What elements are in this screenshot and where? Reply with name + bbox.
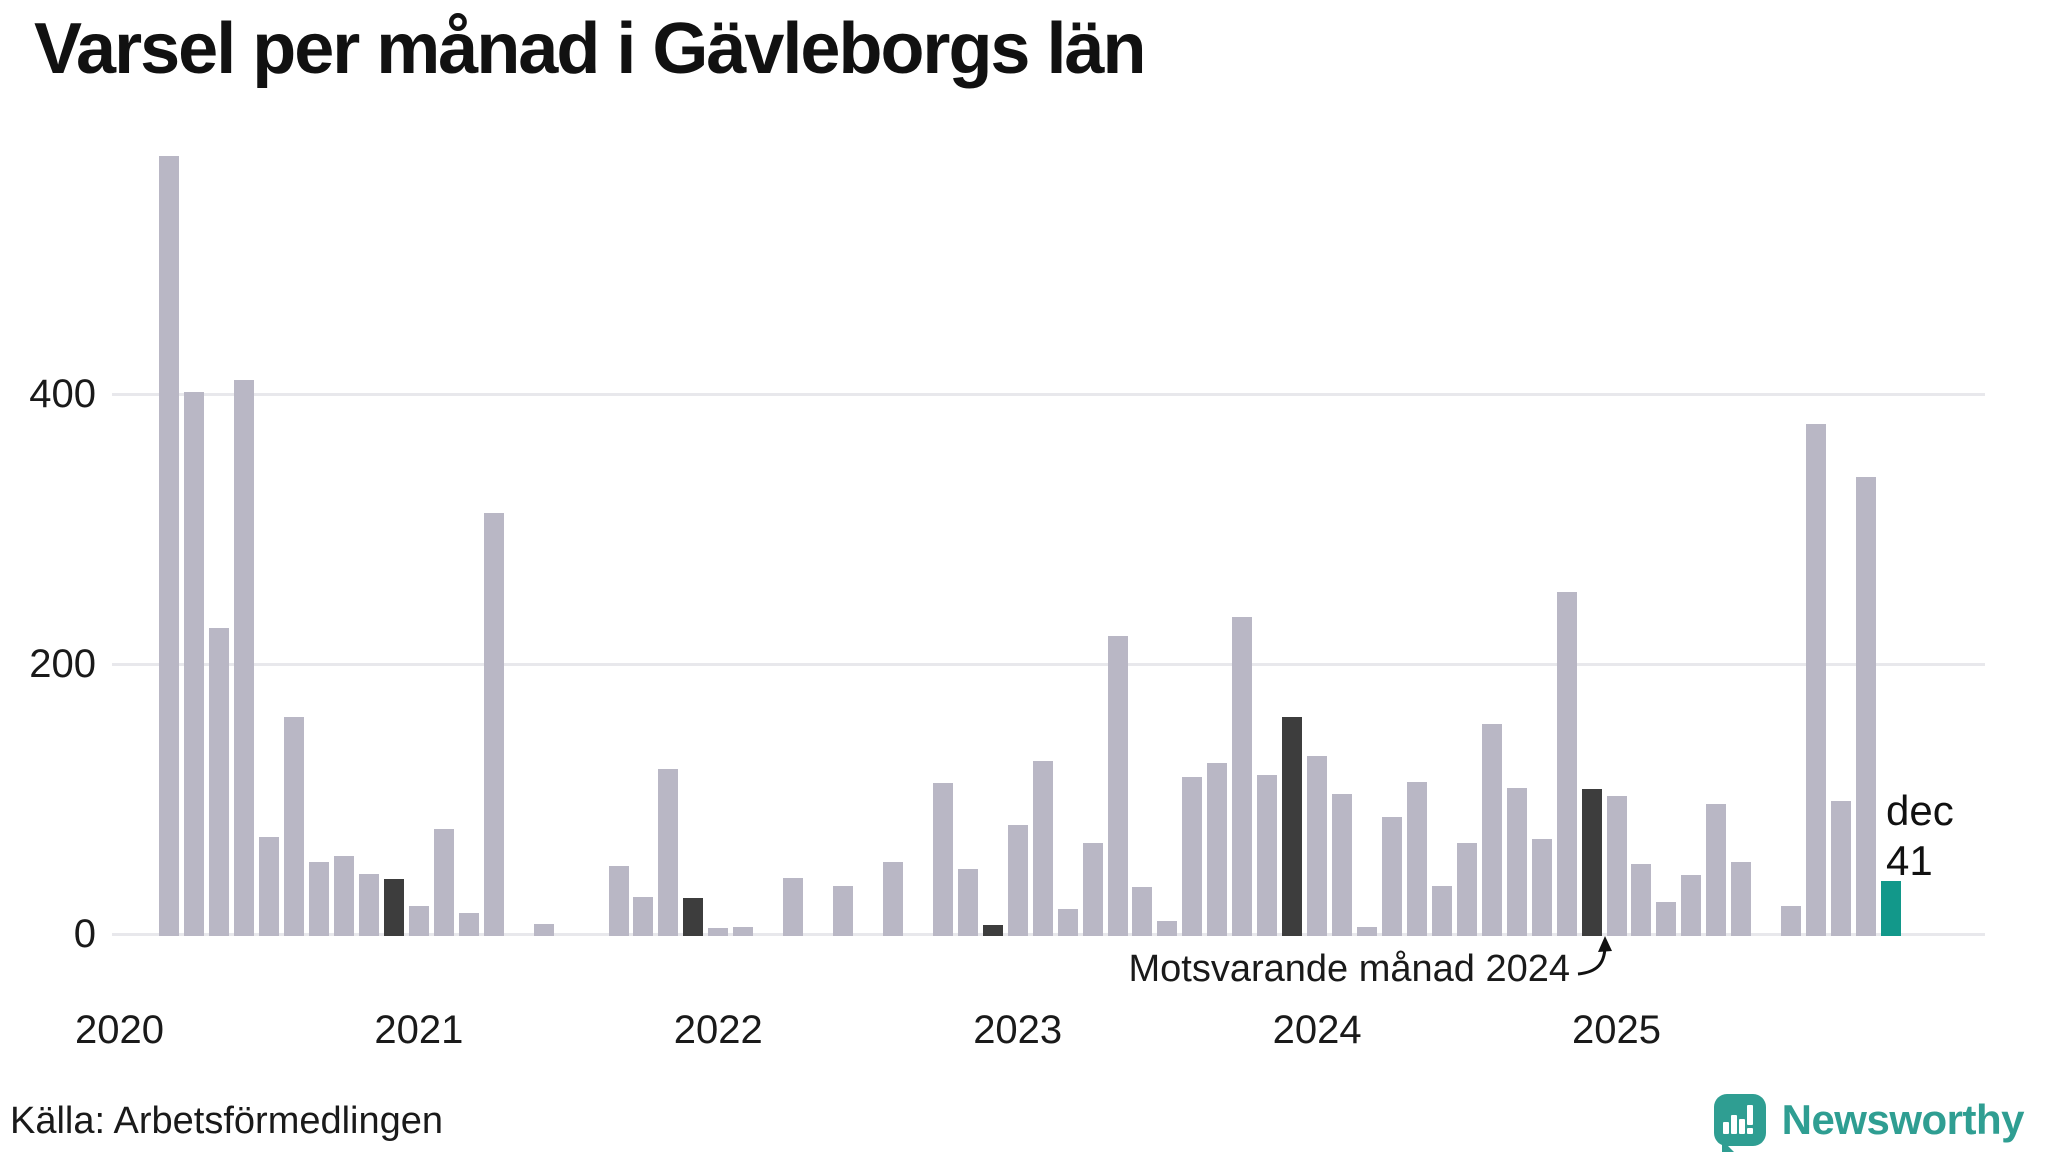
current-month-name: dec [1886, 787, 1954, 834]
bar-2022-08 [882, 861, 903, 936]
mini-exclamation-dot [1746, 1128, 1753, 1134]
bar-2024-03 [1357, 926, 1377, 936]
current-month-value: 41 [1886, 837, 1933, 885]
bar-2024-10 [1531, 838, 1552, 936]
source-label: Källa: Arbetsförmedlingen [10, 1100, 444, 1142]
chart-title: Varsel per månad i Gävleborgs län [34, 9, 1147, 89]
bar-2020-07 [259, 837, 280, 936]
bar-2024-11 [1556, 591, 1577, 936]
newsworthy-bubble-chart-icon [1713, 1094, 1766, 1152]
bar-2022-04 [783, 877, 804, 936]
bar-2021-02 [433, 829, 454, 936]
x-axis-year-2023: 2023 [973, 1008, 1063, 1052]
y-axis-tick-0: 0 [73, 912, 96, 956]
bar-2025-10 [1831, 801, 1852, 936]
bar-2025-05 [1706, 803, 1727, 936]
mini-bar-3 [1738, 1119, 1745, 1134]
bar-2023-06 [1132, 887, 1153, 936]
bar-2025-11 [1856, 477, 1876, 936]
bar-2023-08 [1182, 776, 1203, 936]
bar-2020-09 [309, 861, 330, 936]
bar-2020-10 [334, 856, 355, 936]
annotation-label: Motsvarande månad 2024 [1128, 948, 1570, 990]
bar-2022-06 [833, 886, 854, 936]
bar-2021-06 [533, 923, 554, 936]
x-axis-year-2024: 2024 [1272, 1008, 1362, 1052]
y-axis-tick-400: 400 [29, 372, 96, 416]
bar-2022-02 [733, 926, 754, 936]
gridline-200 [112, 663, 1985, 666]
speech-bubble-tail [1721, 1140, 1738, 1152]
bar-2021-01 [408, 906, 429, 936]
bar-2023-11 [1257, 775, 1278, 936]
bar-2020-03 [159, 155, 180, 936]
bar-2021-10 [633, 896, 654, 936]
mini-bar-2 [1730, 1115, 1737, 1134]
bar-2024-04 [1381, 817, 1402, 936]
bar-2022-10 [932, 783, 953, 936]
x-axis-year-2021: 2021 [374, 1008, 464, 1052]
bar-2025-04 [1681, 875, 1702, 936]
bar-2021-09 [608, 865, 629, 936]
x-axis-year-2022: 2022 [673, 1008, 763, 1052]
bar-2023-12 [1282, 717, 1303, 936]
bar-2021-04 [483, 513, 504, 936]
brand-name: Newsworthy [1781, 1096, 2025, 1143]
bar-2021-12 [683, 898, 704, 936]
bar-2025-01 [1606, 795, 1627, 936]
current-month-label: dec 41 [1886, 786, 1954, 887]
bar-2023-07 [1157, 921, 1178, 936]
bar-2024-02 [1332, 794, 1353, 936]
bar-2023-04 [1082, 842, 1103, 936]
gridline-400 [112, 393, 1985, 396]
bar-2024-08 [1481, 724, 1502, 936]
bar-2020-11 [359, 873, 379, 936]
bar-2025-03 [1656, 902, 1677, 936]
bar-2021-03 [458, 913, 479, 936]
bar-2024-07 [1456, 842, 1477, 936]
bar-2020-05 [209, 628, 230, 936]
y-axis-tick-200: 200 [29, 642, 96, 686]
bar-2023-05 [1107, 636, 1128, 936]
brand-logo: Newsworthy [1713, 1092, 2025, 1152]
bar-2025-02 [1631, 864, 1652, 936]
bar-2024-05 [1406, 782, 1427, 936]
bar-2024-12 [1581, 788, 1602, 936]
bar-2025-06 [1731, 861, 1752, 936]
bar-2020-08 [284, 717, 305, 936]
bar-2022-01 [708, 927, 729, 936]
bar-2023-02 [1032, 760, 1053, 936]
bar-2023-09 [1207, 763, 1228, 936]
bar-2024-06 [1431, 886, 1452, 936]
bar-2025-08 [1781, 906, 1802, 936]
bar-2023-01 [1007, 825, 1028, 936]
bar-2025-12 [1880, 880, 1901, 936]
bar-2020-12 [383, 879, 404, 936]
bar-2023-03 [1057, 909, 1078, 936]
bar-2025-09 [1806, 424, 1827, 936]
bar-2020-04 [184, 391, 205, 936]
mini-bar-1 [1722, 1122, 1729, 1134]
x-axis-year-2020: 2020 [75, 1008, 164, 1052]
bar-2022-11 [957, 868, 978, 936]
bar-2024-09 [1506, 787, 1527, 936]
mini-exclamation-bar [1746, 1105, 1753, 1125]
bar-2024-01 [1307, 756, 1328, 936]
bar-2020-06 [234, 379, 255, 936]
bar-2023-10 [1232, 617, 1253, 936]
x-axis-year-2025: 2025 [1572, 1008, 1661, 1052]
bar-2021-11 [658, 768, 679, 936]
bar-2022-12 [982, 925, 1003, 936]
